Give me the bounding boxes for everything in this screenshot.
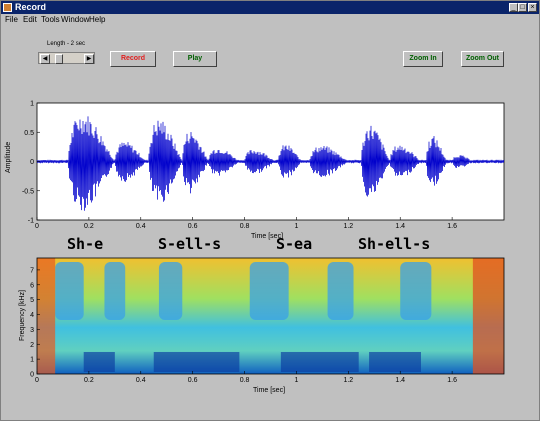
spectrogram-axes-box <box>36 257 505 375</box>
waveform-signal <box>36 116 505 211</box>
waveform-ytick-label: 1 <box>30 101 34 108</box>
spectrogram-ytick-label: 1 <box>30 357 34 364</box>
spectrogram-edge-left <box>37 258 56 374</box>
zoom-out-button[interactable]: Zoom Out <box>461 51 504 67</box>
spectrogram-ytick-label: 3 <box>30 327 34 334</box>
spectrogram-xtick-label: 0.2 <box>84 377 94 384</box>
close-button[interactable]: × <box>528 3 537 12</box>
syllable-she: Sh-e <box>67 235 104 253</box>
spectrogram-ytick-label: 5 <box>30 297 34 304</box>
spectrogram-ytick-label: 0 <box>30 372 34 379</box>
syllable-sea: S-ea <box>276 235 313 253</box>
matlab-app-icon <box>3 3 12 12</box>
spectrogram-xtick-label: 0.6 <box>188 377 198 384</box>
spectrogram-ytick-label: 6 <box>30 282 34 289</box>
slider-right-arrow-icon[interactable]: ▶ <box>84 54 94 64</box>
waveform-xlabel: Time [sec] <box>251 233 284 240</box>
maximize-button[interactable]: □ <box>518 3 527 12</box>
waveform-xtick-label: 0.6 <box>188 223 198 230</box>
waveform-xtick-label: 1.2 <box>343 223 353 230</box>
spectrogram-ylabel: Frequency [kHz] <box>19 290 26 341</box>
spectrogram-xtick-label: 1.6 <box>447 377 457 384</box>
spectrogram-ytick-label: 7 <box>30 267 34 274</box>
waveform-xtick-label: 0 <box>35 223 39 230</box>
window-title: Record <box>15 2 47 12</box>
spectrogram-image <box>37 258 504 374</box>
spectrogram-xtick-label: 1.4 <box>395 377 405 384</box>
spectrogram-fricative-region <box>55 262 84 320</box>
syllable-sells: S-ell-s <box>158 235 222 253</box>
spectrogram-voiced-band <box>83 352 115 372</box>
spectrogram-xtick-label: 1.2 <box>343 377 353 384</box>
record-button[interactable]: Record <box>110 51 156 67</box>
spectrogram-fricative-region <box>104 262 126 320</box>
waveform-trace <box>36 116 505 211</box>
spectrogram-xtick-label: 0.4 <box>136 377 146 384</box>
waveform-xtick-label: 0.4 <box>136 223 146 230</box>
minimize-button[interactable]: _ <box>509 3 518 12</box>
spectrogram-fricative-region <box>158 262 183 320</box>
length-slider[interactable]: ◀ ▶ <box>38 52 95 64</box>
menu-file[interactable]: File <box>5 15 18 24</box>
spectrogram-voiced-band <box>280 352 359 372</box>
zoom-in-button[interactable]: Zoom In <box>403 51 443 67</box>
waveform-ytick-label: 0 <box>30 159 34 166</box>
spectrogram-xlabel: Time [sec] <box>253 387 286 394</box>
menu-edit[interactable]: Edit <box>23 15 37 24</box>
waveform-xtick-label: 1.6 <box>447 223 457 230</box>
play-button[interactable]: Play <box>173 51 217 67</box>
waveform-xtick-label: 0.8 <box>240 223 250 230</box>
waveform-xtick-label: 1.4 <box>395 223 405 230</box>
slider-thumb[interactable] <box>55 54 63 64</box>
spectrogram-xtick-label: 0 <box>35 377 39 384</box>
waveform-ytick-label: -0.5 <box>22 188 34 195</box>
waveform-xtick-label: 1 <box>294 223 298 230</box>
waveform-ytick-label: 0.5 <box>24 130 34 137</box>
syllable-shells: Sh-ell-s <box>358 235 431 253</box>
length-label: Length - 2 sec <box>47 41 86 47</box>
menu-help[interactable]: Help <box>89 15 106 24</box>
spectrogram-edge-right <box>472 258 504 374</box>
spectrogram-ticks: 0 0.2 0.4 0.6 0.8 1 1.2 1.4 1.6 7 6 5 4 3 2 1 0 <box>30 267 457 384</box>
spectrogram-ytick-label: 2 <box>30 342 34 349</box>
spectrogram-fricative-region <box>327 262 354 320</box>
spectrogram-fricative-region <box>400 262 432 320</box>
spectrogram-xtick-label: 0.8 <box>240 377 250 384</box>
spectrogram-xtick-label: 1 <box>294 377 298 384</box>
title-bar[interactable]: Record _ □ × <box>1 1 539 14</box>
slider-left-arrow-icon[interactable]: ◀ <box>40 54 50 64</box>
menu-bar: File Edit Tools Window Help <box>1 14 539 25</box>
waveform-ytick-label: -1 <box>28 218 34 225</box>
waveform-ticks: 0 0.2 0.4 0.6 0.8 1 1.2 1.4 1.6 1 0.5 0 -0.5 -1 <box>22 101 457 231</box>
spectrogram-voiced-band <box>369 352 421 372</box>
waveform-xtick-label: 0.2 <box>84 223 94 230</box>
spectrogram-ytick-label: 4 <box>30 312 34 319</box>
spectrogram-fricative-region <box>249 262 289 320</box>
spectrogram-voiced-band <box>153 352 240 372</box>
menu-tools[interactable]: Tools <box>41 15 60 24</box>
menu-window[interactable]: Window <box>61 15 90 24</box>
